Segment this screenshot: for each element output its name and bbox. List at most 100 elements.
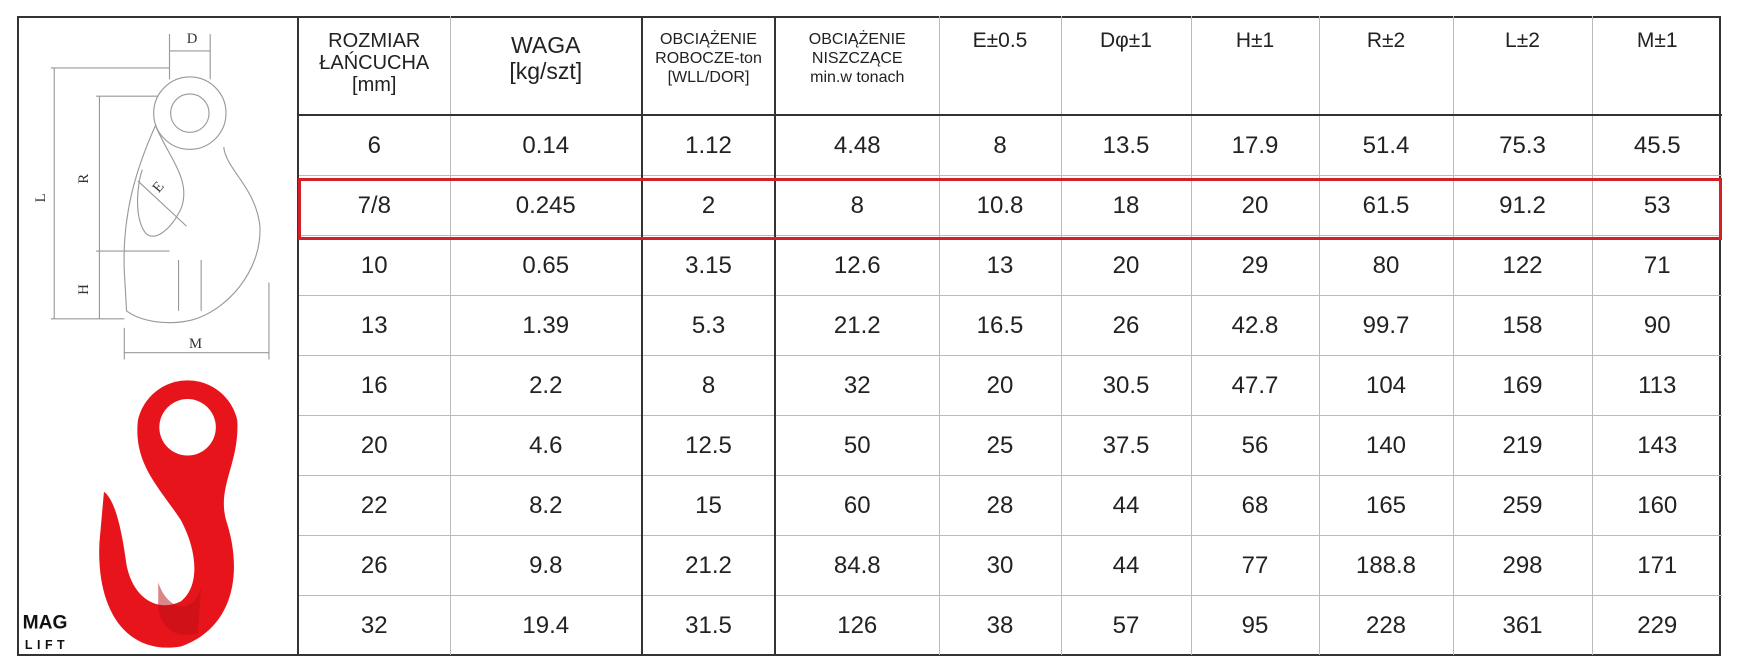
table-cell: 8 bbox=[938, 114, 1062, 176]
table-cell: 32 bbox=[297, 595, 451, 655]
dim-label: M bbox=[189, 336, 202, 352]
header-line: M±1 bbox=[1636, 29, 1678, 52]
table-cell: 16 bbox=[297, 355, 451, 416]
table-cell: 19.4 bbox=[449, 595, 643, 655]
table-cell: 228 bbox=[1318, 595, 1454, 655]
dim-label: E bbox=[150, 179, 168, 196]
table-cell: 21.2 bbox=[774, 295, 940, 356]
table-row: 16 2.2 8 32 20 30.5 47.7 104 169 113 bbox=[297, 355, 1722, 416]
header-line: H±1 bbox=[1235, 29, 1275, 52]
table-cell: 90 bbox=[1591, 295, 1722, 356]
header-line: L±2 bbox=[1505, 29, 1540, 52]
table-cell: 30 bbox=[938, 535, 1062, 596]
table-cell: 18 bbox=[1060, 175, 1192, 236]
table-cell: 169 bbox=[1452, 355, 1593, 416]
table-row: 7/8 0.245 2 8 10.8 18 20 61.5 91.2 53 bbox=[297, 175, 1722, 236]
table-cell: 57 bbox=[1060, 595, 1192, 655]
red-hook bbox=[99, 380, 238, 648]
table-cell: 1.12 bbox=[641, 114, 776, 176]
table-row: 13 1.39 5.3 21.2 16.5 26 42.8 99.7 158 90 bbox=[297, 295, 1722, 356]
table-cell: 45.5 bbox=[1591, 114, 1722, 176]
table-cell: 71 bbox=[1591, 235, 1722, 296]
table-cell: 21.2 bbox=[641, 535, 776, 596]
table-cell: 126 bbox=[774, 595, 940, 655]
table-cell: 13.5 bbox=[1060, 114, 1192, 176]
table-cell: 44 bbox=[1060, 475, 1192, 536]
table-cell: 80 bbox=[1318, 235, 1454, 296]
table-cell: 17.9 bbox=[1190, 114, 1320, 176]
table-cell: 229 bbox=[1591, 595, 1722, 655]
header-cell: Dφ±1 bbox=[1060, 16, 1192, 116]
table-cell: 44 bbox=[1060, 535, 1192, 596]
table-cell: 68 bbox=[1190, 475, 1320, 536]
table-cell: 75.3 bbox=[1452, 114, 1593, 176]
table-cell: 20 bbox=[297, 415, 451, 476]
header-cell: OBCIĄŻENIE ROBOCZE-ton [WLL/DOR] bbox=[641, 16, 776, 116]
header-line: OBCIĄŻENIE bbox=[808, 31, 906, 48]
table-cell: 32 bbox=[774, 355, 940, 416]
table-cell: 2.2 bbox=[449, 355, 643, 416]
table-cell: 20 bbox=[938, 355, 1062, 416]
header-line: Dφ±1 bbox=[1100, 29, 1152, 52]
header-cell: E±0.5 bbox=[938, 16, 1062, 116]
table-cell: 42.8 bbox=[1190, 295, 1320, 356]
table-cell: 140 bbox=[1318, 415, 1454, 476]
header-line: [mm] bbox=[352, 74, 397, 96]
header-cell: L±2 bbox=[1452, 16, 1593, 116]
table-cell: 31.5 bbox=[641, 595, 776, 655]
table-cell: 15 bbox=[641, 475, 776, 536]
table-cell: 9.8 bbox=[449, 535, 643, 596]
table-cell: 13 bbox=[297, 295, 451, 356]
header-line: ROBOCZE-ton bbox=[655, 50, 762, 67]
table-cell: 84.8 bbox=[774, 535, 940, 596]
table-cell: 16.5 bbox=[938, 295, 1062, 356]
table-cell: 20 bbox=[1190, 175, 1320, 236]
dim-label: R bbox=[76, 174, 92, 184]
logo: LIFT bbox=[25, 638, 69, 652]
table-cell: 4.6 bbox=[449, 415, 643, 476]
table-cell: 26 bbox=[297, 535, 451, 596]
table-cell: 50 bbox=[774, 415, 940, 476]
table-cell: 38 bbox=[938, 595, 1062, 655]
table-cell: 165 bbox=[1318, 475, 1454, 536]
table-cell: 77 bbox=[1190, 535, 1320, 596]
table-cell: 95 bbox=[1190, 595, 1320, 655]
header-line: min.w tonach bbox=[810, 69, 905, 86]
header-line: [kg/szt] bbox=[509, 58, 583, 84]
header-cell: OBCIĄŻENIE NISZCZĄCE min.w tonach bbox=[774, 16, 940, 116]
table-cell: 60 bbox=[774, 475, 940, 536]
header-line: ŁAŃCUCHA bbox=[319, 52, 430, 74]
table-cell: 8 bbox=[774, 175, 940, 236]
table-cell: 0.65 bbox=[449, 235, 643, 296]
table-cell: 91.2 bbox=[1452, 175, 1593, 236]
header-cell: M±1 bbox=[1591, 16, 1722, 116]
table-cell: 122 bbox=[1452, 235, 1593, 296]
table-cell: 0.14 bbox=[449, 114, 643, 176]
table-cell: 61.5 bbox=[1318, 175, 1454, 236]
header-cell: H±1 bbox=[1190, 16, 1320, 116]
table-cell: 12.6 bbox=[774, 235, 940, 296]
table-cell: 99.7 bbox=[1318, 295, 1454, 356]
header-cell: ROZMIAR ŁAŃCUCHA [mm] bbox=[297, 16, 451, 116]
table-row: 22 8.2 15 60 28 44 68 165 259 160 bbox=[297, 475, 1722, 536]
logo: MAG bbox=[23, 612, 68, 633]
table-cell: 4.48 bbox=[774, 114, 940, 176]
table-cell: 53 bbox=[1591, 175, 1722, 236]
table-cell: 160 bbox=[1591, 475, 1722, 536]
hook-drawing bbox=[50, 34, 270, 360]
table-cell: 259 bbox=[1452, 475, 1593, 536]
header-line: [WLL/DOR] bbox=[667, 69, 750, 86]
table-cell: 47.7 bbox=[1190, 355, 1320, 416]
header-line: WAGA bbox=[511, 32, 581, 58]
table-cell: 20 bbox=[1060, 235, 1192, 296]
table-row: 6 0.14 1.12 4.48 8 13.5 17.9 51.4 75.3 45.5 bbox=[297, 114, 1722, 176]
table-row: 20 4.6 12.5 50 25 37.5 56 140 219 143 bbox=[297, 415, 1722, 476]
header-line: ROZMIAR bbox=[328, 30, 421, 52]
table-row: 26 9.8 21.2 84.8 30 44 77 188.8 298 171 bbox=[297, 535, 1722, 596]
table-cell: 37.5 bbox=[1060, 415, 1192, 476]
table-cell: 13 bbox=[938, 235, 1062, 296]
table-cell: 298 bbox=[1452, 535, 1593, 596]
table-cell: 219 bbox=[1452, 415, 1593, 476]
